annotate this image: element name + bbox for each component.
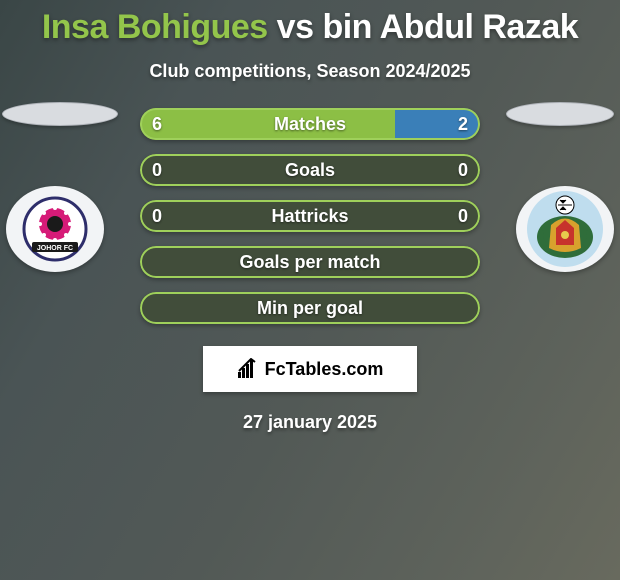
stat-value-left: 6 bbox=[140, 108, 174, 140]
page-title: Insa Bohigues vs bin Abdul Razak bbox=[0, 0, 620, 47]
player-right-column bbox=[500, 102, 620, 272]
brand-chart-icon bbox=[237, 358, 261, 380]
stat-row: Goals0 0 bbox=[140, 154, 480, 186]
stat-label: Matches bbox=[140, 108, 480, 140]
stat-value-left: 0 bbox=[140, 154, 174, 186]
subtitle: Club competitions, Season 2024/2025 bbox=[0, 61, 620, 82]
stat-label: Hattricks bbox=[140, 200, 480, 232]
brand-badge: FcTables.com bbox=[203, 346, 417, 392]
stat-label: Goals bbox=[140, 154, 480, 186]
stat-row: Goals per match bbox=[140, 246, 480, 278]
country-pill-left bbox=[2, 102, 118, 126]
club-crest-left: JOHOR FC bbox=[6, 186, 104, 272]
player-left-column: JOHOR FC bbox=[0, 102, 120, 272]
stats-bars: Matches62Goals00Hattricks00Goals per mat… bbox=[140, 108, 480, 324]
country-pill-right bbox=[506, 102, 614, 126]
crest-left-label: JOHOR FC bbox=[37, 245, 73, 252]
stat-row: Hattricks0 0 bbox=[140, 200, 480, 232]
player-left-name: Insa Bohigues bbox=[42, 8, 268, 46]
player-right-name: bin Abdul Razak bbox=[322, 8, 578, 46]
stat-label: Goals per match bbox=[140, 246, 480, 278]
club-crest-right bbox=[516, 186, 614, 272]
stat-value-right: 0 bbox=[446, 154, 480, 186]
date-text: 27 january 2025 bbox=[0, 412, 620, 433]
stat-label: Min per goal bbox=[140, 292, 480, 324]
stat-row: Min per goal bbox=[140, 292, 480, 324]
stat-row: Matches6 2 bbox=[140, 108, 480, 140]
stat-value-right: 0 bbox=[446, 200, 480, 232]
title-vs: vs bbox=[277, 8, 314, 46]
stat-value-left: 0 bbox=[140, 200, 174, 232]
brand-text: FcTables.com bbox=[265, 359, 384, 380]
stat-value-right: 2 bbox=[446, 108, 480, 140]
